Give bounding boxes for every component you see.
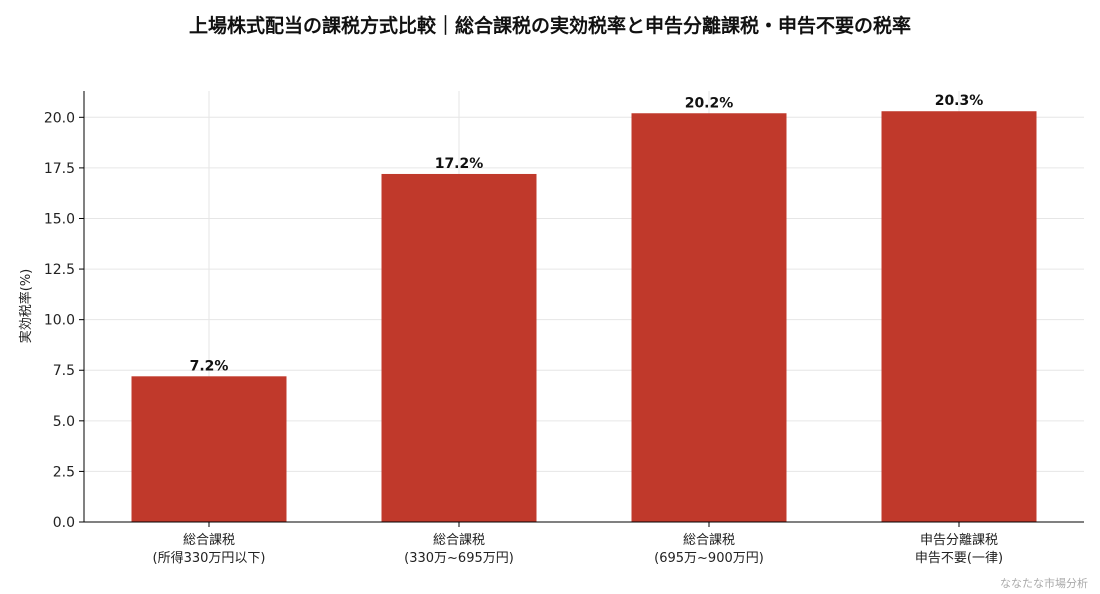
x-category-label: (所得330万円以下) xyxy=(153,550,266,566)
x-category-label: (695万~900万円) xyxy=(654,551,764,566)
y-tick-label: 5.0 xyxy=(53,414,75,430)
bars-group xyxy=(131,111,1037,523)
y-tick-label: 17.5 xyxy=(44,161,75,177)
bar xyxy=(381,173,537,522)
y-axis-label: 実効税率(%) xyxy=(18,269,34,344)
x-axis-categories: 総合課税 (所得330万円以下) 総合課税 (330万~695万円) 総合課税 (695万… xyxy=(153,522,1003,566)
x-category-label: (330万~695万円) xyxy=(404,551,514,566)
chart-title: 上場株式配当の課税方式比較｜総合課税の実効税率と申告分離課税・申告不要の税率 xyxy=(189,14,911,37)
y-tick-label: 7.5 xyxy=(53,363,75,379)
y-tick-label: 2.5 xyxy=(53,464,75,480)
data-label: 20.3% xyxy=(935,93,984,109)
y-tick-label: 10.0 xyxy=(44,313,75,329)
y-axis-ticks: 0.0 2.5 5.0 7.5 10.0 12.5 15.0 17.5 20.0 xyxy=(44,110,84,531)
x-category-label: 総合課税 xyxy=(433,532,485,548)
data-label: 7.2% xyxy=(190,358,229,374)
bar xyxy=(631,113,787,523)
y-tick-label: 20.0 xyxy=(44,110,75,126)
y-tick-label: 0.0 xyxy=(53,515,75,531)
x-category-label: 申告不要(一律) xyxy=(915,551,1003,566)
y-tick-label: 12.5 xyxy=(44,262,75,278)
watermark: ななたな市場分析 xyxy=(1000,576,1088,590)
data-labels: 7.2% 17.2% 20.2% 20.3% xyxy=(190,93,984,374)
data-label: 20.2% xyxy=(685,95,734,111)
x-category-label: 総合課税 xyxy=(183,532,235,548)
bar xyxy=(131,376,287,522)
bar xyxy=(881,111,1037,522)
y-tick-label: 15.0 xyxy=(44,211,75,227)
x-category-label: 申告分離課税 xyxy=(920,532,998,548)
data-label: 17.2% xyxy=(435,156,484,172)
x-category-label: 総合課税 xyxy=(683,532,735,548)
